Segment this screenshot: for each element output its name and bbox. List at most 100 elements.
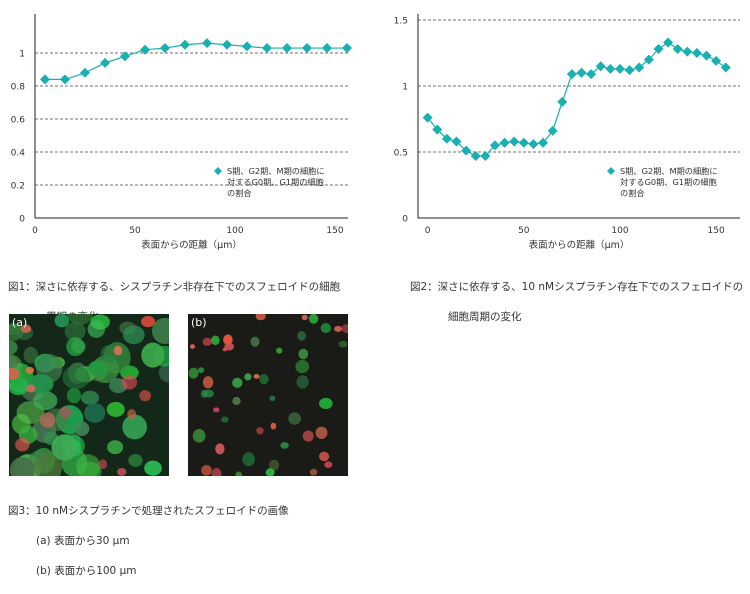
red-cell <box>315 426 328 439</box>
green-cell <box>87 320 106 338</box>
red-cell <box>302 430 314 442</box>
data-point <box>140 44 150 55</box>
figure-1-caption-line-1: 図1：深さに依存する、シスプラチン非存在下でのスフェロイドの細胞 <box>8 281 341 293</box>
red-cell <box>9 368 20 380</box>
legend-label: 対するG0期、G1期の細胞 <box>620 177 717 187</box>
green-cell <box>235 471 243 476</box>
data-point <box>672 44 683 55</box>
data-point <box>663 37 674 48</box>
micrograph-panel-b: (b) <box>188 314 348 476</box>
green-cell <box>221 416 229 423</box>
data-point <box>282 43 292 54</box>
red-cell <box>202 337 213 346</box>
green-cell <box>259 373 269 385</box>
red-cell <box>190 344 196 349</box>
green-cell <box>232 377 243 388</box>
green-cell <box>76 454 101 476</box>
green-cell <box>320 323 331 334</box>
red-cell <box>20 324 32 333</box>
x-axis-label: 表面からの距離（μm） <box>141 239 242 251</box>
data-point <box>242 41 252 52</box>
green-cell <box>51 434 78 461</box>
figure-2-caption-line-2: 細胞周期の変化 <box>448 311 522 323</box>
legend-label: の割合 <box>227 188 252 198</box>
chart-2: 0 0.5 1 1.5 0 50 100 150 表面からの距離（μm） S期、G2期、M期の細胞… <box>394 14 740 251</box>
data-point <box>720 62 731 73</box>
green-cell <box>280 442 289 449</box>
data-point <box>557 96 568 107</box>
red-cell <box>341 323 348 334</box>
legend-marker <box>607 167 615 175</box>
data-point <box>653 44 664 55</box>
x-tick-label: 100 <box>226 226 243 236</box>
green-cell <box>244 373 252 381</box>
legend-label: 対するG0期、G1期の細胞 <box>227 177 324 187</box>
green-cell <box>158 362 169 383</box>
data-point <box>691 48 702 58</box>
green-cell <box>23 346 39 364</box>
data-point <box>470 150 481 161</box>
green-cell <box>250 336 260 347</box>
x-tick-label: 150 <box>326 226 343 236</box>
panel-a-label: (a) <box>12 316 28 329</box>
red-cell <box>334 325 343 332</box>
green-cell <box>319 397 333 410</box>
green-cell <box>64 321 86 341</box>
figure-3-subcaption-b: (b) 表面から100 μm <box>36 565 137 577</box>
data-point <box>643 54 654 65</box>
red-cell <box>211 468 222 476</box>
data-point <box>634 62 645 73</box>
green-cell <box>242 452 255 467</box>
green-cell <box>295 359 310 374</box>
data-point <box>614 63 625 74</box>
data-point <box>566 69 577 80</box>
y-tick-label: 0.8 <box>11 83 26 93</box>
green-cell <box>268 459 280 471</box>
x-tick-label: 100 <box>611 226 628 236</box>
y-tick-label: 0 <box>19 215 25 225</box>
figure-2-caption: 図2：深さに依存する、10 nMシスプラチン存在下でのスフェロイドの 細胞周期の… <box>410 265 750 340</box>
data-point <box>489 140 500 151</box>
data-point <box>322 43 332 54</box>
data-point <box>576 67 587 78</box>
data-point <box>441 133 452 144</box>
red-cell <box>15 437 30 452</box>
data-point <box>711 55 722 66</box>
data-point <box>262 43 272 54</box>
green-cell <box>151 317 169 345</box>
red-cell <box>127 409 137 420</box>
red-cell <box>319 451 330 462</box>
red-cell <box>26 384 36 393</box>
red-cell <box>60 406 72 419</box>
fluorescence-micrograph-sparse-icon <box>188 314 348 476</box>
data-point <box>605 63 616 74</box>
green-cell <box>106 401 125 417</box>
green-cell <box>62 365 90 390</box>
y-tick-label: 1 <box>19 50 25 60</box>
green-cell <box>107 440 124 455</box>
green-cell <box>9 457 35 476</box>
red-cell <box>39 412 56 428</box>
figure-3-caption: 図3：10 nMシスプラチンで処理されたスフェロイドの画像 (a) 表面から30… <box>8 489 388 594</box>
data-point <box>682 46 693 57</box>
green-cell <box>144 460 162 476</box>
red-cell <box>309 468 318 476</box>
green-cell <box>9 323 24 341</box>
red-cell <box>201 464 212 476</box>
figure-3-caption-line: 図3：10 nMシスプラチンで処理されたスフェロイドの画像 <box>8 505 289 517</box>
data-point <box>518 137 529 148</box>
data-point <box>538 137 549 148</box>
red-cell <box>224 342 235 351</box>
red-cell <box>121 374 138 390</box>
x-tick-label: 50 <box>518 226 530 236</box>
y-tick-label: 0.6 <box>11 116 26 126</box>
data-point <box>499 137 510 148</box>
red-cell <box>140 316 156 328</box>
green-cell <box>200 389 208 398</box>
x-axis-label: 表面からの距離（μm） <box>529 239 630 251</box>
data-point <box>60 74 70 85</box>
green-cell <box>100 345 118 363</box>
red-cell <box>215 443 225 455</box>
